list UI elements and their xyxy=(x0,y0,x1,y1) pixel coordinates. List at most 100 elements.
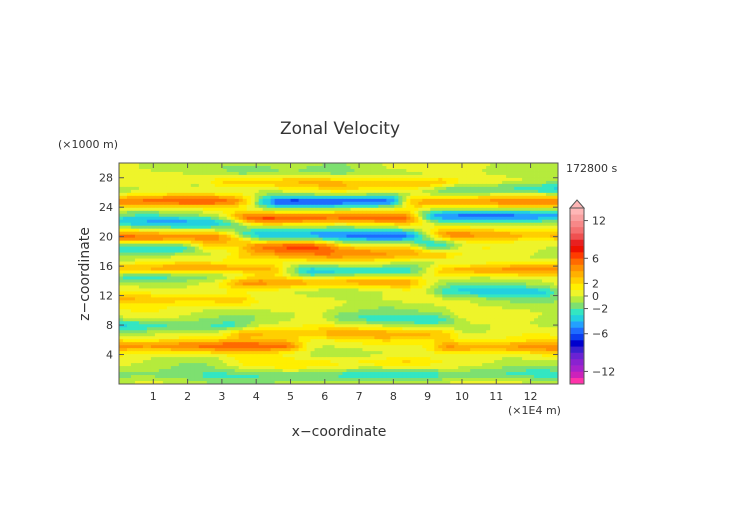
heatmap-cell xyxy=(502,189,507,194)
heatmap-cell xyxy=(282,174,288,179)
heatmap-cell xyxy=(174,213,180,218)
heatmap-cell xyxy=(534,204,539,209)
heatmap-cell xyxy=(382,240,387,245)
heatmap-cell xyxy=(398,255,403,259)
heatmap-cell xyxy=(346,264,351,268)
heatmap-cell xyxy=(394,264,399,268)
heatmap-cell xyxy=(398,213,403,218)
heatmap-cell xyxy=(354,294,359,298)
heatmap-cell xyxy=(554,216,559,221)
heatmap-cell xyxy=(466,279,471,283)
heatmap-cell xyxy=(414,183,419,188)
heatmap-cell xyxy=(510,207,515,212)
heatmap-cell xyxy=(278,183,284,188)
heatmap-cell xyxy=(366,222,371,227)
heatmap-cell xyxy=(178,273,184,277)
heatmap-cell xyxy=(130,273,136,277)
heatmap-cell xyxy=(250,297,256,301)
heatmap-cell xyxy=(554,270,559,274)
heatmap-cell xyxy=(442,249,447,253)
heatmap-cell xyxy=(270,267,276,271)
heatmap-cell xyxy=(226,201,232,206)
heatmap-cell xyxy=(546,264,551,268)
heatmap-cell xyxy=(142,219,148,224)
heatmap-cell xyxy=(490,195,495,200)
heatmap-cell xyxy=(458,171,463,176)
heatmap-cell xyxy=(302,285,307,289)
heatmap-cell xyxy=(370,246,375,251)
heatmap-cell xyxy=(362,267,367,271)
heatmap-cell xyxy=(530,201,535,206)
heatmap-cell xyxy=(282,192,288,197)
heatmap-cell xyxy=(362,279,367,283)
heatmap-cell xyxy=(242,264,248,268)
heatmap-cell xyxy=(282,285,288,289)
heatmap-cell xyxy=(246,210,252,215)
heatmap-cell xyxy=(290,240,295,245)
heatmap-cell xyxy=(334,255,339,259)
heatmap-cell xyxy=(130,288,136,292)
heatmap-cell xyxy=(326,264,331,268)
heatmap-cell xyxy=(182,267,188,271)
heatmap-cell xyxy=(342,273,347,277)
heatmap-cell xyxy=(506,192,511,197)
heatmap-cell xyxy=(158,282,164,286)
heatmap-cell xyxy=(314,213,319,218)
heatmap-cell xyxy=(402,168,407,173)
heatmap-cell xyxy=(414,276,419,280)
heatmap-cell xyxy=(386,171,391,176)
heatmap-cell xyxy=(190,165,196,170)
heatmap-cell xyxy=(278,258,284,262)
heatmap-cell xyxy=(402,255,407,259)
heatmap-cell xyxy=(338,282,343,286)
heatmap-cell xyxy=(550,255,555,259)
heatmap-cell xyxy=(334,240,339,245)
heatmap-cell xyxy=(494,285,499,289)
heatmap-cell xyxy=(402,192,407,197)
heatmap-cell xyxy=(262,213,268,218)
heatmap-cell xyxy=(398,252,403,256)
heatmap-cell xyxy=(138,234,144,239)
heatmap-cell xyxy=(146,183,152,188)
heatmap-cell xyxy=(174,267,180,271)
heatmap-cell xyxy=(526,252,531,256)
heatmap-cell xyxy=(474,201,479,206)
heatmap-cell xyxy=(474,204,479,209)
heatmap-cell xyxy=(282,246,288,251)
heatmap-cell xyxy=(326,252,331,256)
heatmap-cell xyxy=(130,255,136,259)
heatmap-cell xyxy=(406,210,411,215)
heatmap-cell xyxy=(250,163,256,167)
heatmap-cell xyxy=(182,165,188,170)
heatmap-cell xyxy=(506,264,511,268)
heatmap-cell xyxy=(546,171,551,176)
heatmap-cell xyxy=(494,189,499,194)
heatmap-cell xyxy=(322,183,327,188)
heatmap-cell xyxy=(394,171,399,176)
heatmap-cell xyxy=(122,168,128,173)
heatmap-cell xyxy=(310,192,315,197)
heatmap-cell xyxy=(518,177,523,182)
heatmap-cell xyxy=(294,165,299,170)
heatmap-cell xyxy=(374,204,379,209)
heatmap-cell xyxy=(394,204,399,209)
heatmap-cell xyxy=(470,192,475,197)
heatmap-cell xyxy=(174,222,180,227)
heatmap-cell xyxy=(338,246,343,251)
heatmap-cell xyxy=(534,234,539,239)
heatmap-cell xyxy=(370,270,375,274)
heatmap-cell xyxy=(522,291,527,295)
heatmap-cell xyxy=(462,285,467,289)
heatmap-cell xyxy=(166,255,172,259)
heatmap-cell xyxy=(546,273,551,277)
heatmap-cell xyxy=(182,270,188,274)
heatmap-cell xyxy=(446,165,451,170)
heatmap-cell xyxy=(122,207,128,212)
heatmap-cell xyxy=(450,171,455,176)
heatmap-cell xyxy=(398,261,403,265)
heatmap-cell xyxy=(514,204,519,209)
heatmap-cell xyxy=(390,243,395,248)
heatmap-cell xyxy=(170,171,176,176)
heatmap-cell xyxy=(238,189,244,194)
heatmap-cell xyxy=(526,165,531,170)
